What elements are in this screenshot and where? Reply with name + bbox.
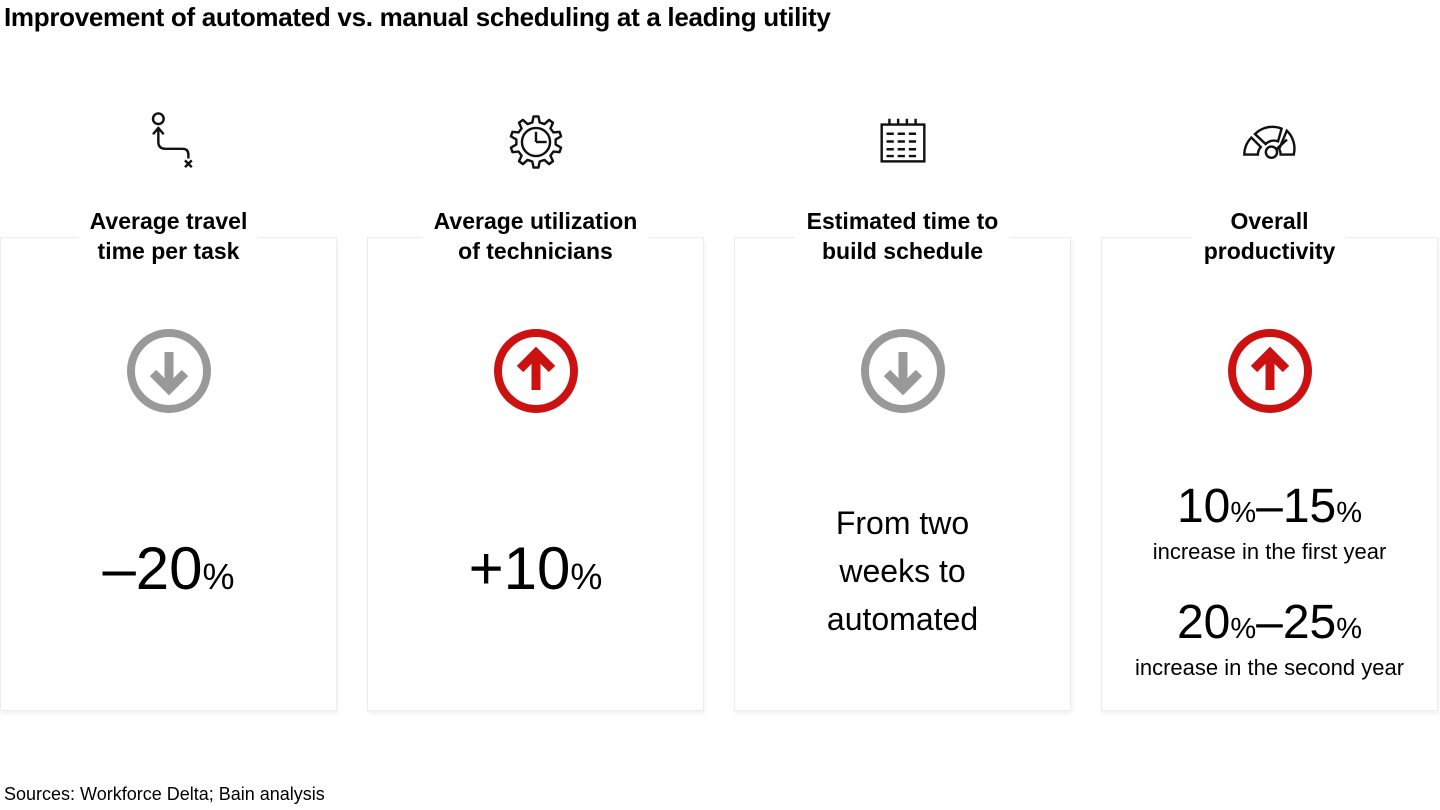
metric-card: +10% <box>367 237 704 711</box>
gauge-icon <box>1239 110 1301 174</box>
metric-stats: 10%–15% increase in the first year 20%–2… <box>1135 481 1404 681</box>
arrow-up-circle-icon <box>492 327 580 415</box>
arrow-down-circle-icon <box>125 327 213 415</box>
schedule-icon <box>872 110 934 174</box>
column-utilization: Average utilization of technicians +10% <box>367 0 704 711</box>
metric-value: +10% <box>468 535 603 602</box>
card-heading: Average travel time per task <box>77 206 260 266</box>
metric-card: –20% <box>0 237 337 711</box>
page-title: Improvement of automated vs. manual sche… <box>4 2 831 32</box>
arrow-up-circle-icon <box>1226 327 1314 415</box>
card-heading: Overall productivity <box>1191 206 1348 266</box>
stat-second-year: 20%–25% increase in the second year <box>1135 597 1404 681</box>
card-heading: Estimated time to build schedule <box>794 206 1011 266</box>
card-heading: Average utilization of technicians <box>421 206 650 266</box>
stat-value: 20%–25% <box>1176 596 1363 649</box>
metric-value: –20% <box>102 535 235 602</box>
stat-caption: increase in the second year <box>1134 655 1405 680</box>
stat-value: 10%–15% <box>1176 480 1363 533</box>
route-icon <box>138 110 200 174</box>
sources-line: Sources: Workforce Delta; Bain analysis <box>4 784 325 804</box>
stat-first-year: 10%–15% increase in the first year <box>1135 481 1404 565</box>
stat-caption: increase in the first year <box>1152 539 1387 564</box>
metric-columns: Average travel time per task –20% <box>0 0 1438 711</box>
column-productivity: Overall productivity 10%–15% increase in… <box>1101 0 1438 711</box>
column-travel-time: Average travel time per task –20% <box>0 0 337 711</box>
metric-card: 10%–15% increase in the first year 20%–2… <box>1101 237 1438 711</box>
arrow-down-circle-icon <box>859 327 947 415</box>
gear-clock-icon <box>505 110 567 174</box>
metric-card: From two weeks to automated <box>734 237 1071 711</box>
column-build-schedule: Estimated time to build schedule From tw… <box>734 0 1071 711</box>
metric-text: From two weeks to automated <box>826 505 979 637</box>
